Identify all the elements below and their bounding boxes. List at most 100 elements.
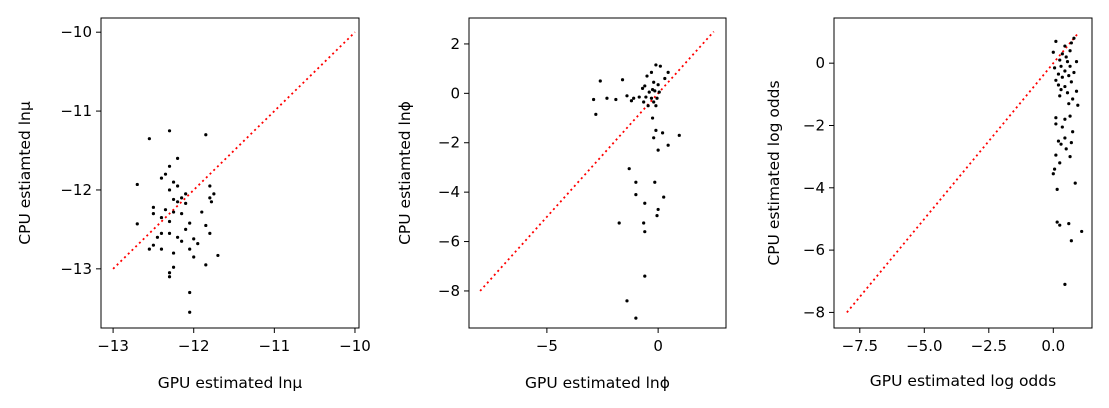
data-point [1063,69,1067,73]
data-point [1055,220,1059,224]
data-point [204,133,208,137]
data-point [196,241,200,246]
data-point [663,76,667,81]
data-point [1060,75,1064,79]
y-tick-label: −2 [438,134,460,152]
data-point [163,208,168,212]
subplot-2: −5 0 −8 −6 −4 −2 0 2 GPU estimated lnϕ CPU estiam… [396,17,727,392]
data-point [1063,117,1067,121]
subplot-3: −7.5 −5.0 −2.5 0.0 −8 −6 −4 −2 0 GPU estimated lo… [765,17,1093,390]
data-point [167,129,172,133]
data-point [167,231,172,235]
data-point [632,96,636,100]
data-point [200,210,204,214]
data-point [1080,229,1084,234]
data-point [592,97,596,102]
data-point [652,100,656,104]
data-point [171,197,176,202]
data-point [598,79,602,83]
data-point [647,90,651,94]
data-point [1072,70,1076,75]
data-point [627,167,631,171]
data-point [642,100,646,104]
data-point [656,148,660,152]
data-point [1063,84,1067,89]
axes-frame [468,17,727,329]
data-point [654,128,658,132]
data-point [1058,161,1062,165]
data-point [634,180,638,184]
data-point [180,212,184,216]
data-point [657,90,661,94]
data-point [1069,41,1073,45]
data-point [1059,64,1063,68]
data-point [216,253,220,258]
data-point [629,99,634,103]
data-point [180,196,184,200]
data-point [208,184,212,188]
data-point [171,180,176,184]
data-point [188,247,192,251]
x-tick-label: −10 [339,337,371,355]
data-point [135,182,139,187]
data-point [167,188,172,192]
data-point [1063,282,1067,286]
data-point [171,251,176,255]
data-point [188,310,192,314]
data-point [180,239,184,243]
data-point [660,131,665,135]
data-point [151,243,156,247]
x-tick-label: −7.5 [842,337,878,355]
data-point [1065,91,1070,95]
data-point [1054,122,1058,126]
data-point [654,63,658,67]
data-point [620,78,625,82]
data-point [666,70,670,74]
x-axis-label: GPU estimated lnϕ [525,374,670,392]
data-point [1063,136,1067,140]
data-point [662,195,666,199]
x-tick-label: −11 [259,337,291,355]
data-point [155,235,160,239]
data-point [1054,78,1058,82]
data-point [642,221,646,225]
data-point [1065,60,1070,64]
data-point [1058,58,1062,62]
y-tick-label: −4 [803,179,825,197]
data-point [643,84,647,88]
data-point [163,172,168,176]
data-point [192,237,196,241]
data-point [637,95,641,99]
data-point [1072,36,1076,40]
y-tick-label: −10 [60,23,92,41]
data-point [1071,130,1075,134]
y-axis-label: CPU estiamted lnμ [16,101,34,245]
data-point [147,247,151,251]
data-point [1056,83,1061,87]
y-tick-label: −6 [438,233,460,251]
data-point [617,221,621,225]
axes-frame [833,17,1093,329]
data-point [1056,139,1061,143]
data-point [666,143,670,147]
y-tick-label: −2 [803,116,825,134]
x-axis-label: GPU estimated log odds [870,372,1056,390]
data-point [135,222,139,226]
data-point [656,83,660,87]
data-point [658,64,662,68]
data-point [649,70,654,74]
data-point [167,271,172,275]
data-point [1055,187,1059,191]
data-point [634,193,638,197]
data-point [640,86,645,90]
data-point [649,96,654,100]
data-point [1067,102,1071,106]
data-point [1068,64,1072,68]
reference-line [112,31,356,270]
data-point [1052,66,1057,70]
data-point [625,94,629,98]
data-point [1063,44,1067,48]
data-point [151,212,156,216]
data-point [1054,153,1058,157]
